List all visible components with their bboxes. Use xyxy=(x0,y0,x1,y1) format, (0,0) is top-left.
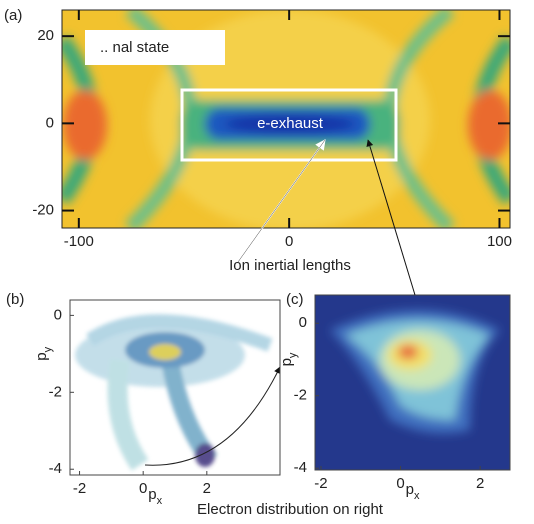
panel-label: (b) xyxy=(6,291,24,308)
y-tick-label: -2 xyxy=(49,383,62,400)
x-tick-label: -2 xyxy=(314,475,327,492)
axis-label-sub: y xyxy=(42,346,54,352)
axis-label: py xyxy=(33,346,54,360)
axis-label-main: p xyxy=(148,486,156,503)
y-tick-label: -4 xyxy=(294,459,307,476)
figure: .. nal state e-exhaust (a)-1000100-20020… xyxy=(0,0,534,524)
y-tick-label: 0 xyxy=(54,306,62,323)
x-tick-label: 2 xyxy=(476,475,484,492)
x-tick-label: 0 xyxy=(396,475,404,492)
x-tick-label: 0 xyxy=(139,480,147,497)
axis-label-main: p xyxy=(278,358,295,366)
axis-label: px xyxy=(148,486,162,507)
x-tick-label: 100 xyxy=(487,233,512,250)
x-tick-label: -100 xyxy=(64,233,94,250)
panel-label: (c) xyxy=(286,291,304,308)
axis-label-main: p xyxy=(33,352,50,360)
x-tick-label: 2 xyxy=(203,480,211,497)
annotation: e-exhaust xyxy=(257,115,324,132)
heatmap-c xyxy=(315,295,510,470)
y-tick-label: -20 xyxy=(32,202,54,219)
heatmap-b xyxy=(75,321,280,467)
y-tick-label: -2 xyxy=(294,387,307,404)
x-tick-label: -2 xyxy=(73,480,86,497)
axis-label-sub: x xyxy=(157,495,163,507)
y-tick-label: -4 xyxy=(49,460,62,477)
y-tick-label: 0 xyxy=(46,114,54,131)
axis-label: py xyxy=(278,352,299,366)
caption: Electron distribution on right xyxy=(197,501,384,518)
panel-label: (a) xyxy=(4,7,22,24)
x-axis-label: Ion inertial lengths xyxy=(229,257,351,274)
annotation: .. nal state xyxy=(100,39,169,56)
y-tick-label: 20 xyxy=(37,27,54,44)
x-tick-label: 0 xyxy=(285,233,293,250)
axis-label-sub: x xyxy=(414,490,420,502)
axis-label-main: p xyxy=(406,481,414,498)
y-tick-label: 0 xyxy=(299,314,307,331)
axis-label: px xyxy=(406,481,420,502)
axis-label-sub: y xyxy=(287,352,299,358)
